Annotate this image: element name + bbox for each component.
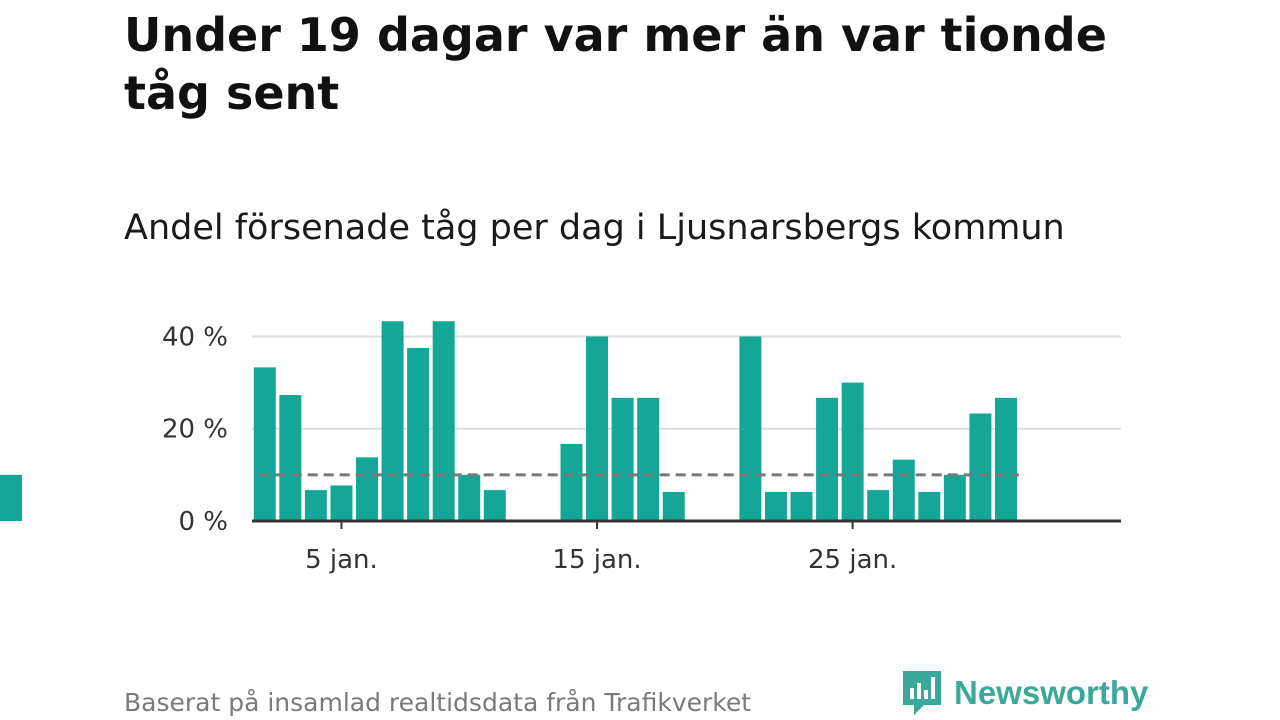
- bar: [943, 474, 966, 521]
- bar: [790, 491, 813, 521]
- bar: [739, 336, 762, 521]
- bar: [458, 474, 481, 521]
- bar: [586, 336, 609, 521]
- bar: [279, 395, 302, 521]
- chart-title: Under 19 dagar var mer än var tionde tåg…: [124, 8, 1107, 120]
- bar: [611, 397, 634, 521]
- bars: [0, 321, 1017, 521]
- axes: 0 % 20 % 40 % 5 jan. 15 jan. 25 jan.: [162, 322, 1121, 575]
- x-tick-label: 15 jan.: [552, 545, 641, 575]
- y-tick-label: 40 %: [162, 322, 228, 352]
- bar: [764, 491, 787, 521]
- brand[interactable]: Newsworthy: [900, 668, 1148, 718]
- bar: [483, 490, 506, 521]
- newsworthy-logo-icon: [903, 671, 941, 715]
- bar: [892, 459, 915, 521]
- bar: [662, 491, 685, 521]
- bar: [994, 397, 1017, 521]
- x-tick-label: 5 jan.: [305, 545, 378, 575]
- x-tick-label: 25 jan.: [808, 545, 897, 575]
- brand-name: Newsworthy: [954, 674, 1149, 711]
- bar: [816, 397, 839, 521]
- bar: [918, 491, 941, 521]
- bar: [432, 321, 455, 521]
- bar: [560, 443, 583, 521]
- bar: [867, 490, 890, 521]
- chart-subtitle: Andel försenade tåg per dag i Ljusnarsbe…: [124, 208, 1065, 248]
- bar: [0, 474, 22, 521]
- bar: [304, 490, 327, 521]
- bar: [841, 382, 864, 521]
- y-tick-label: 20 %: [162, 415, 228, 445]
- bar: [330, 485, 353, 521]
- bar-chart: 0 % 20 % 40 % 5 jan. 15 jan. 25 jan.: [0, 321, 1121, 575]
- bar: [253, 367, 276, 521]
- bar: [637, 397, 660, 521]
- y-tick-label: 0 %: [178, 507, 228, 537]
- bar: [356, 457, 379, 521]
- bar: [381, 321, 404, 521]
- bar: [969, 413, 992, 521]
- source-note: Baserat på insamlad realtidsdata från Tr…: [124, 688, 752, 717]
- bar: [407, 347, 430, 521]
